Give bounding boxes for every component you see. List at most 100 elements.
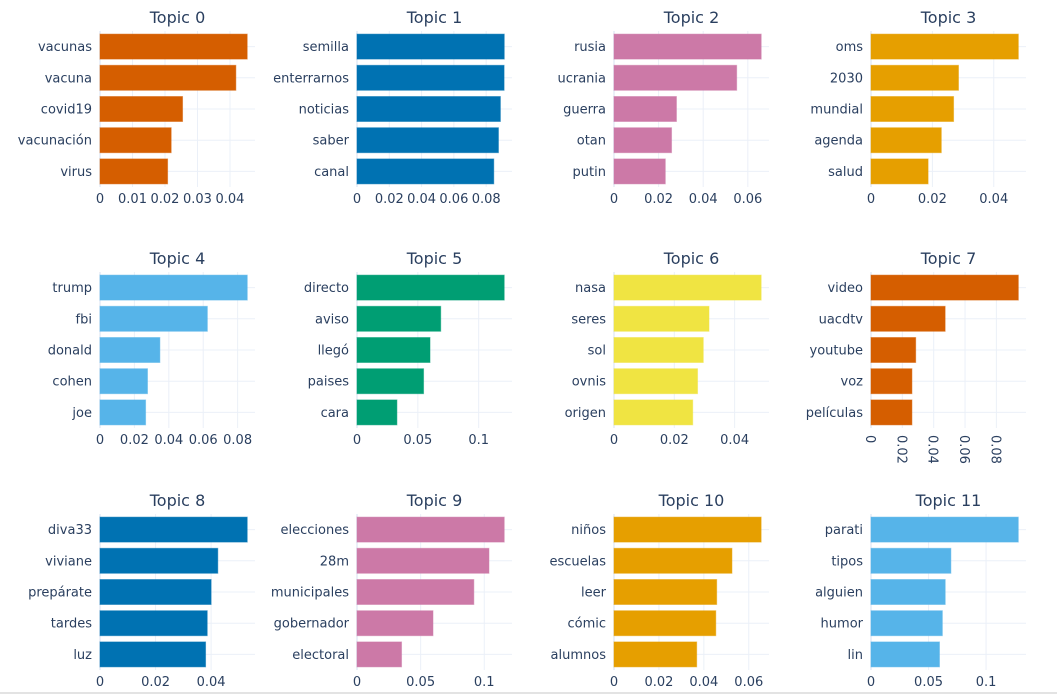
subplot-title: Topic 6 [663, 249, 720, 268]
word-label: vacunación [18, 134, 92, 149]
tick-label: 0.02 [151, 192, 180, 207]
word-label: mundial [810, 103, 863, 118]
word-label: niños [571, 523, 606, 538]
tick-label: 0 [353, 433, 361, 448]
bar-trump [99, 274, 248, 301]
word-label: 28m [320, 554, 349, 569]
subplot-title: Topic 3 [920, 8, 977, 27]
tick-label: 0.08 [223, 433, 252, 448]
word-label: cohen [52, 375, 92, 390]
bar-oms [870, 33, 1019, 60]
bottom-divider [0, 692, 1057, 694]
word-label: trump [52, 281, 92, 296]
word-label: alguien [815, 586, 863, 601]
word-label: tardes [51, 617, 92, 632]
bar-cohen [99, 368, 148, 395]
tick-label: 0.02 [141, 675, 170, 690]
word-label: vacunas [38, 40, 92, 55]
tick-label: 0.02 [644, 675, 673, 690]
word-label: cómic [567, 617, 606, 632]
word-label: leer [581, 586, 607, 601]
tick-label: 0.04 [197, 675, 226, 690]
word-label: salud [828, 165, 863, 180]
word-label: lin [848, 648, 863, 663]
tick-label: 0.06 [189, 433, 218, 448]
word-label: 2030 [830, 71, 863, 86]
tick-label: 0 [862, 435, 877, 443]
bar-diva33 [99, 516, 248, 543]
bar-luz [99, 641, 207, 668]
tick-label: 0.06 [956, 435, 971, 464]
subplot-title: Topic 5 [406, 249, 463, 268]
tick-label: 0.04 [689, 675, 718, 690]
tick-label: 0.1 [468, 433, 489, 448]
tick-label: 0.08 [987, 435, 1002, 464]
word-label: parati [825, 523, 863, 538]
word-label: voz [841, 375, 864, 390]
word-label: alumnos [551, 648, 607, 663]
tick-label: 0.02 [120, 433, 149, 448]
tick-label: 0.1 [474, 675, 495, 690]
word-label: semilla [303, 40, 349, 55]
word-label: escuelas [549, 554, 606, 569]
tick-label: 0.04 [979, 192, 1008, 207]
word-label: virus [60, 165, 92, 180]
word-label: diva33 [48, 523, 92, 538]
bar-tipos [870, 547, 952, 574]
word-label: ucrania [557, 71, 606, 86]
bar-rusia [613, 33, 762, 60]
tick-label: 0 [96, 192, 104, 207]
bar-uacdtv [870, 305, 946, 332]
bar-saber [356, 127, 499, 154]
bar-humor [870, 610, 943, 637]
word-label: joe [71, 406, 92, 421]
subplot-title: Topic 7 [920, 249, 977, 268]
subplot-title: Topic 4 [149, 249, 206, 268]
word-label: video [827, 281, 863, 296]
bar-salud [870, 158, 929, 185]
bar-virus [99, 158, 169, 185]
word-label: putin [573, 165, 606, 180]
tick-label: 0.04 [720, 433, 749, 448]
word-label: luz [73, 648, 92, 663]
bar-leer [613, 579, 718, 605]
bar-sol [613, 337, 704, 363]
bar-vacunas [99, 33, 248, 60]
bar-voz [870, 368, 913, 395]
tick-label: 0.08 [472, 192, 501, 207]
word-label: municipales [271, 586, 349, 601]
subplot-title: Topic 1 [406, 8, 463, 27]
word-label: nasa [575, 281, 606, 296]
word-label: ovnis [572, 375, 606, 390]
tick-label: 0.06 [439, 192, 468, 207]
word-label: humor [821, 617, 864, 632]
word-label: fbi [76, 312, 92, 327]
tick-label: 0 [96, 675, 104, 690]
bar-elecciones [356, 516, 505, 543]
tick-label: 0.02 [893, 435, 908, 464]
word-label: gobernador [274, 617, 350, 632]
tick-label: 0 [610, 675, 618, 690]
tick-label: 0.02 [660, 433, 689, 448]
bar-electoral [356, 641, 403, 668]
word-label: oms [836, 40, 864, 55]
tick-label: 0.1 [976, 675, 997, 690]
bar-otan [613, 127, 673, 154]
word-label: origen [565, 406, 606, 421]
word-label: viviane [45, 554, 92, 569]
tick-label: 0.05 [403, 433, 432, 448]
bar-agenda [870, 127, 942, 154]
bar-covid19 [99, 96, 184, 122]
bar-cara [356, 399, 398, 426]
tick-label: 0 [610, 433, 618, 448]
bar-ucrania [613, 64, 738, 91]
bar-llegó [356, 337, 431, 363]
tick-label: 0 [867, 192, 875, 207]
bar-tardes [99, 610, 208, 637]
tick-label: 0 [96, 433, 104, 448]
tick-label: 0.02 [644, 192, 673, 207]
tick-label: 0.06 [733, 192, 762, 207]
bar-fbi [99, 305, 208, 332]
word-label: noticias [299, 103, 350, 118]
tick-label: 0.03 [183, 192, 212, 207]
